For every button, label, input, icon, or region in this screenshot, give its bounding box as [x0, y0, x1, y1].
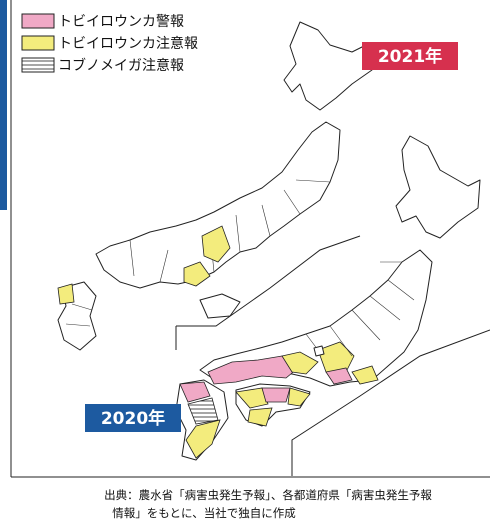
- source-text: 情報」をもとに、当社で独自に作成: [112, 506, 296, 520]
- side-bar: [0, 0, 7, 210]
- map-figure: トビイロウンカ警報トビイロウンカ注意報コブノメイガ注意報 2021年 2020年…: [0, 0, 490, 521]
- map-label: 2020年: [101, 408, 165, 429]
- map-label: 2021年: [378, 46, 442, 67]
- legend-swatch: [22, 36, 54, 50]
- legend-label: トビイロウンカ警報: [58, 14, 184, 30]
- legend-swatch: [22, 58, 54, 72]
- source-text: 出典：農水省「病害虫発生予報」、各都道府県「病害虫発生予報: [104, 488, 432, 502]
- legend-label: コブノメイガ注意報: [58, 57, 184, 74]
- legend-label: トビイロウンカ注意報: [58, 35, 198, 52]
- legend-swatch: [22, 14, 54, 28]
